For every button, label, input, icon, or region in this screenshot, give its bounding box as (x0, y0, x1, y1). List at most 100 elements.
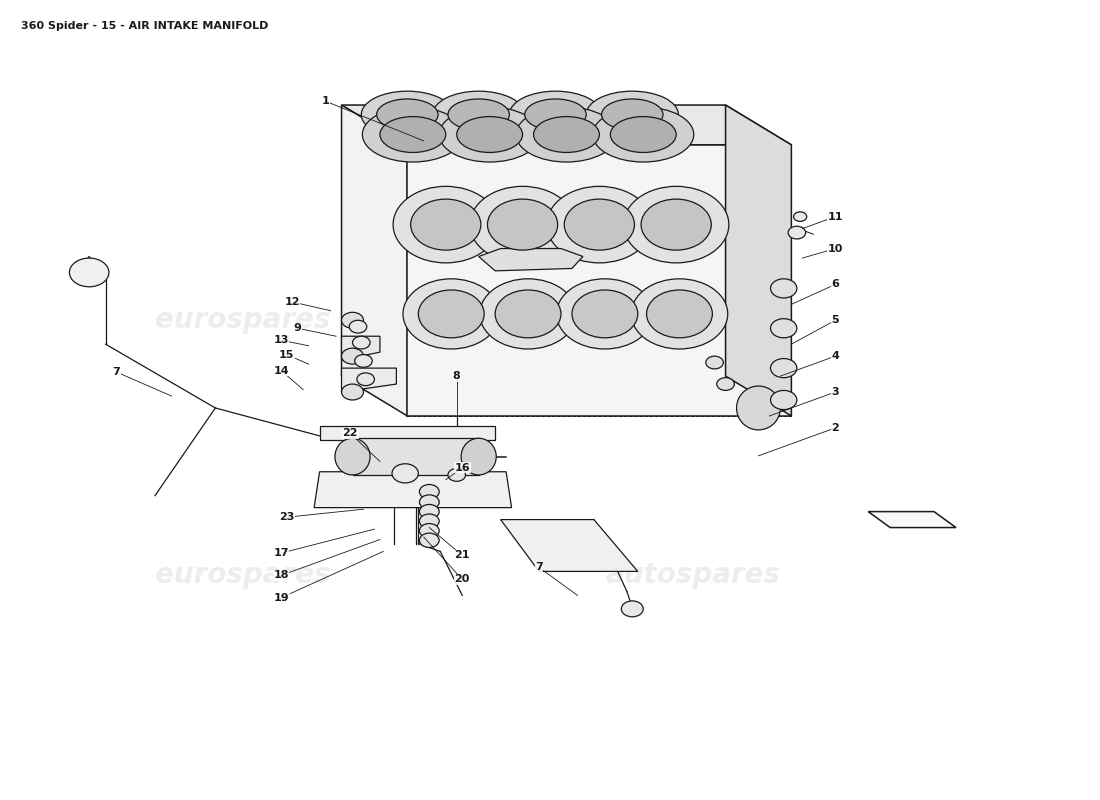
Circle shape (419, 523, 439, 538)
Polygon shape (320, 426, 495, 440)
Circle shape (770, 358, 796, 378)
Ellipse shape (631, 279, 728, 349)
Circle shape (354, 354, 372, 367)
Text: 12: 12 (285, 297, 300, 307)
Text: 7: 7 (112, 367, 121, 377)
Polygon shape (341, 368, 396, 392)
Text: 13: 13 (274, 335, 289, 346)
Ellipse shape (509, 91, 602, 138)
Text: 9: 9 (294, 323, 301, 334)
Text: 22: 22 (342, 429, 359, 438)
Ellipse shape (379, 117, 446, 153)
Circle shape (419, 485, 439, 499)
Polygon shape (868, 512, 956, 527)
Text: 4: 4 (832, 351, 839, 361)
Polygon shape (341, 336, 380, 360)
Ellipse shape (495, 290, 561, 338)
Circle shape (788, 226, 805, 239)
Ellipse shape (334, 438, 370, 475)
Polygon shape (500, 519, 638, 571)
Ellipse shape (470, 186, 575, 263)
Circle shape (69, 258, 109, 286)
Text: 2: 2 (832, 423, 839, 433)
Ellipse shape (534, 117, 600, 153)
Text: 19: 19 (274, 593, 289, 602)
Ellipse shape (647, 290, 713, 338)
Ellipse shape (410, 199, 481, 250)
Ellipse shape (487, 199, 558, 250)
Ellipse shape (610, 117, 676, 153)
Text: 6: 6 (832, 279, 839, 290)
Text: 8: 8 (453, 371, 461, 381)
Ellipse shape (461, 438, 496, 475)
Circle shape (770, 390, 796, 410)
Ellipse shape (547, 186, 652, 263)
Circle shape (392, 464, 418, 483)
Text: 1: 1 (321, 96, 329, 106)
Circle shape (419, 533, 439, 547)
Text: 16: 16 (454, 462, 470, 473)
Ellipse shape (456, 117, 522, 153)
Ellipse shape (480, 279, 576, 349)
Text: 14: 14 (274, 366, 289, 375)
Circle shape (717, 378, 735, 390)
Polygon shape (315, 472, 512, 508)
Ellipse shape (525, 99, 586, 130)
Text: 18: 18 (274, 570, 289, 580)
Ellipse shape (448, 99, 509, 130)
Text: eurospares: eurospares (155, 562, 330, 590)
Ellipse shape (557, 279, 653, 349)
Polygon shape (726, 105, 791, 416)
Polygon shape (407, 145, 791, 416)
Circle shape (352, 336, 370, 349)
Circle shape (341, 348, 363, 364)
Ellipse shape (516, 107, 617, 162)
Text: eurospares: eurospares (155, 306, 330, 334)
Circle shape (349, 320, 366, 333)
Ellipse shape (418, 290, 484, 338)
Text: 7: 7 (536, 562, 543, 573)
Text: 360 Spider - 15 - AIR INTAKE MANIFOLD: 360 Spider - 15 - AIR INTAKE MANIFOLD (21, 22, 268, 31)
Text: autospares: autospares (605, 306, 780, 334)
Ellipse shape (737, 386, 780, 430)
Text: 10: 10 (827, 243, 843, 254)
Text: 3: 3 (832, 387, 839, 397)
Polygon shape (341, 105, 791, 145)
Ellipse shape (602, 99, 663, 130)
Ellipse shape (572, 290, 638, 338)
Circle shape (356, 373, 374, 386)
Ellipse shape (641, 199, 712, 250)
Ellipse shape (564, 199, 635, 250)
Text: 20: 20 (454, 574, 470, 584)
Text: 5: 5 (832, 315, 839, 326)
Circle shape (341, 384, 363, 400)
Circle shape (419, 514, 439, 528)
Bar (352, 438, 478, 475)
Ellipse shape (439, 107, 540, 162)
Ellipse shape (393, 186, 498, 263)
Circle shape (770, 318, 796, 338)
Text: 23: 23 (279, 512, 295, 522)
Ellipse shape (586, 91, 679, 138)
Ellipse shape (403, 279, 499, 349)
Ellipse shape (361, 91, 453, 138)
Polygon shape (478, 249, 583, 271)
Ellipse shape (362, 107, 463, 162)
Circle shape (419, 495, 439, 510)
Circle shape (770, 279, 796, 298)
Circle shape (341, 312, 363, 328)
Ellipse shape (624, 186, 729, 263)
Text: autospares: autospares (605, 562, 780, 590)
Text: 11: 11 (827, 212, 843, 222)
Ellipse shape (376, 99, 438, 130)
Circle shape (621, 601, 643, 617)
Circle shape (706, 356, 724, 369)
Circle shape (419, 505, 439, 518)
Circle shape (448, 469, 465, 482)
Text: 17: 17 (274, 548, 289, 558)
Circle shape (793, 212, 806, 222)
Text: 15: 15 (279, 350, 295, 359)
Text: 21: 21 (454, 550, 470, 561)
Polygon shape (341, 105, 407, 416)
Ellipse shape (593, 107, 694, 162)
